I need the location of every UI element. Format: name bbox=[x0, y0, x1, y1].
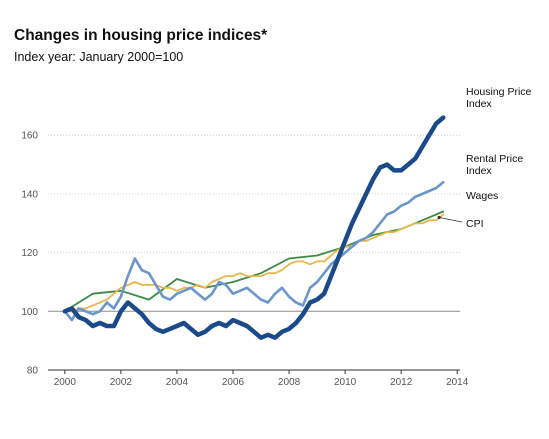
wages-line bbox=[63, 210, 445, 313]
chart-subtitle: Index year: January 2000=100 bbox=[14, 50, 184, 64]
cpi-leader-line bbox=[439, 217, 463, 223]
y-tick-label-120: 120 bbox=[21, 248, 38, 259]
x-tick-label-2006: 2006 bbox=[222, 377, 245, 388]
housing-price-index-line bbox=[62, 115, 446, 340]
rental-price-index-line bbox=[63, 180, 445, 322]
y-tick-label-80: 80 bbox=[27, 366, 39, 377]
x-tick-label-2000: 2000 bbox=[54, 377, 77, 388]
x-tick-label-2002: 2002 bbox=[110, 377, 133, 388]
chart-title: Changes in housing price indices* bbox=[14, 27, 268, 44]
y-tick-label-160: 160 bbox=[21, 131, 38, 142]
y-tick-label-140: 140 bbox=[21, 189, 38, 200]
rental-price-index-label: Index bbox=[466, 165, 492, 177]
housing-price-index-label: Housing Price bbox=[466, 86, 532, 98]
axes: 80 100 120 140 160 2000 2002 2004 2006 2008 2010 20… bbox=[21, 131, 468, 388]
series-lines bbox=[62, 115, 446, 340]
y-tick-label-100: 100 bbox=[21, 307, 38, 318]
wages-label: Wages bbox=[466, 190, 498, 202]
x-tick-label-2004: 2004 bbox=[166, 377, 189, 388]
rental-price-index-label: Rental Price bbox=[466, 153, 523, 165]
x-tick-label-2014: 2014 bbox=[446, 377, 469, 388]
gridlines bbox=[48, 134, 460, 312]
x-tick-label-2010: 2010 bbox=[334, 377, 357, 388]
cpi-label: CPI bbox=[466, 218, 484, 230]
housing-price-index-label: Index bbox=[466, 98, 492, 110]
cpi-line bbox=[63, 213, 445, 313]
cpi-leader-dot bbox=[437, 215, 441, 220]
x-tick-label-2008: 2008 bbox=[278, 377, 301, 388]
x-tick-label-2012: 2012 bbox=[390, 377, 413, 388]
